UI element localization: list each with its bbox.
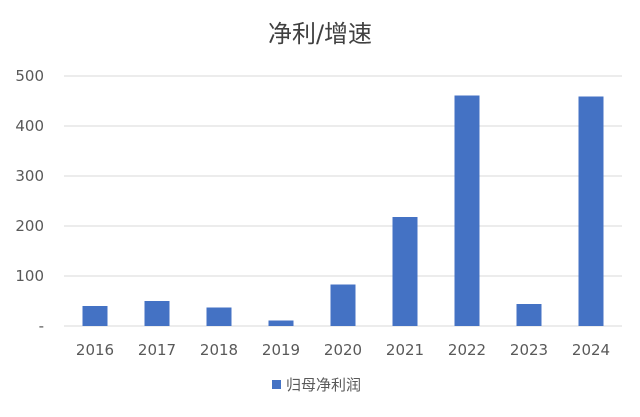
y-tick-label: 500 <box>15 67 44 85</box>
y-axis-ticks: - 100 200 300 400 500 <box>15 67 44 335</box>
x-axis-ticks: 2016 2017 2018 2019 2020 2021 2022 2023 2024 <box>76 341 610 359</box>
legend-swatch <box>272 380 281 389</box>
x-tick-label: 2016 <box>76 341 114 359</box>
legend: 归母净利润 <box>272 376 361 394</box>
bar-2024 <box>578 96 604 326</box>
y-tick-label: 200 <box>15 217 44 235</box>
x-tick-label: 2024 <box>572 341 610 359</box>
bars <box>82 95 604 326</box>
y-tick-label: 400 <box>15 117 44 135</box>
legend-label: 归母净利润 <box>286 376 361 394</box>
x-tick-label: 2020 <box>324 341 362 359</box>
x-tick-label: 2023 <box>510 341 548 359</box>
chart-title: 净利/增速 <box>268 20 372 48</box>
bar-2021 <box>392 217 418 326</box>
y-tick-label: 100 <box>15 267 44 285</box>
bar-2016 <box>82 306 108 326</box>
y-tick-label: - <box>39 317 44 335</box>
bar-2017 <box>144 301 170 326</box>
x-tick-label: 2017 <box>138 341 176 359</box>
bar-2018 <box>206 307 232 326</box>
x-tick-label: 2019 <box>262 341 300 359</box>
x-tick-label: 2021 <box>386 341 424 359</box>
bar-2019 <box>268 320 294 326</box>
bar-2023 <box>516 304 542 326</box>
bar-2022 <box>454 95 480 326</box>
y-tick-label: 300 <box>15 167 44 185</box>
x-tick-label: 2018 <box>200 341 238 359</box>
x-tick-label: 2022 <box>448 341 486 359</box>
bar-2020 <box>330 284 356 326</box>
